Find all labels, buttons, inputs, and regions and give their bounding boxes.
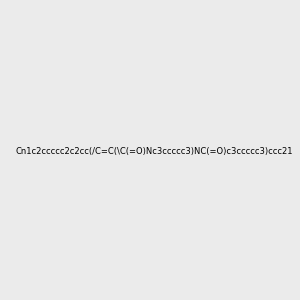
- Text: Cn1c2ccccc2c2cc(/C=C(\C(=O)Nc3ccccc3)NC(=O)c3ccccc3)ccc21: Cn1c2ccccc2c2cc(/C=C(\C(=O)Nc3ccccc3)NC(…: [15, 147, 292, 156]
